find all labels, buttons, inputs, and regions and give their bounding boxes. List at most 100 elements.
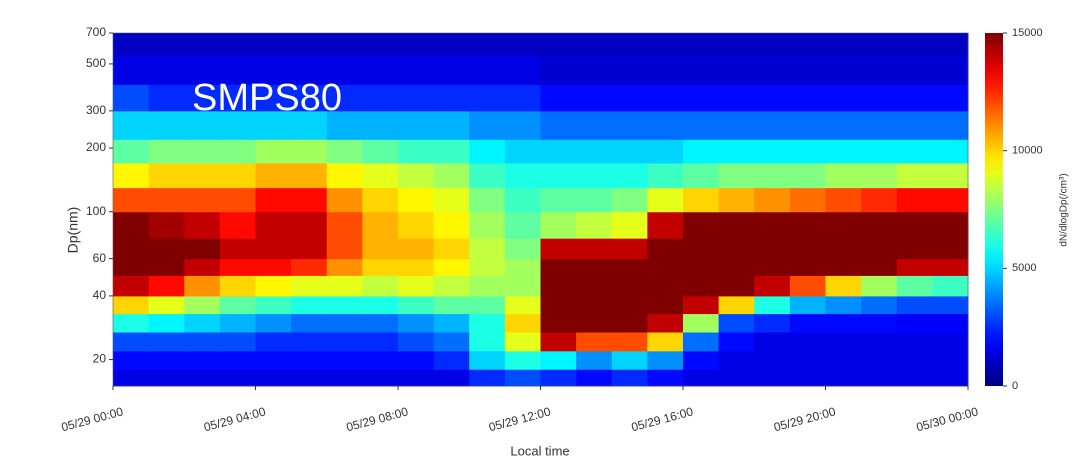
heatmap-cell [362, 84, 399, 112]
heatmap-cell [469, 332, 506, 352]
heatmap-cell [789, 163, 826, 189]
heatmap-cell [219, 33, 256, 56]
heatmap-cell [576, 238, 613, 260]
heatmap-cell [469, 313, 506, 333]
heatmap-cell [184, 139, 221, 164]
heatmap-cell [647, 275, 684, 297]
heatmap-cell [754, 163, 791, 189]
heatmap-cell [184, 258, 221, 276]
heatmap-cell [789, 369, 826, 387]
heatmap-cell [398, 33, 435, 56]
heatmap-cell [647, 139, 684, 164]
heatmap-cell [291, 313, 328, 333]
heatmap-cell [896, 55, 933, 85]
heatmap-cell [896, 332, 933, 352]
heatmap-cell [148, 313, 185, 333]
heatmap-cell [255, 295, 292, 315]
heatmap-cell [789, 187, 826, 213]
heatmap-cell [433, 332, 470, 352]
heatmap-cell [718, 55, 755, 85]
heatmap-cell [576, 295, 613, 315]
heatmap-cell [362, 332, 399, 352]
heatmap-cell [540, 55, 577, 85]
heatmap-cell [148, 187, 185, 213]
x-tick-label: 05/29 20:00 [772, 404, 837, 434]
heatmap-cell [861, 110, 898, 140]
heatmap-cell [433, 84, 470, 112]
heatmap-cell [576, 350, 613, 370]
heatmap-cell [148, 332, 185, 352]
heatmap-cell [718, 369, 755, 387]
heatmap-cell [683, 110, 720, 140]
heatmap-cell [540, 187, 577, 213]
heatmap-cell [433, 258, 470, 276]
heatmap-cell [647, 187, 684, 213]
heatmap-cell [148, 295, 185, 315]
heatmap-cell [754, 295, 791, 315]
heatmap-cell [469, 33, 506, 56]
heatmap-cell [398, 211, 435, 239]
heatmap-cell [326, 313, 363, 333]
x-tick-label: 05/29 12:00 [487, 404, 552, 434]
heatmap-cell [291, 33, 328, 56]
heatmap-cell [861, 163, 898, 189]
heatmap-cell [291, 350, 328, 370]
heatmap-cell [326, 55, 363, 85]
heatmap-cell [861, 84, 898, 112]
heatmap-cell [113, 369, 150, 387]
heatmap-cell [932, 84, 969, 112]
heatmap-cell [326, 84, 363, 112]
x-tick-label: 05/29 08:00 [345, 404, 410, 434]
heatmap-cell [219, 369, 256, 387]
heatmap-cell [861, 350, 898, 370]
heatmap-cell [789, 332, 826, 352]
heatmap-cell [255, 187, 292, 213]
heatmap-cell [113, 295, 150, 315]
heatmap-cell [611, 275, 648, 297]
heatmap-cell [718, 258, 755, 276]
heatmap-cell [113, 211, 150, 239]
heatmap-cell [825, 187, 862, 213]
heatmap-cell [861, 313, 898, 333]
heatmap-cell [647, 55, 684, 85]
heatmap-cell [576, 258, 613, 276]
annotation: SMPS80 [192, 77, 342, 119]
heatmap-cell [255, 275, 292, 297]
heatmap-cell [113, 163, 150, 189]
heatmap-cell [219, 187, 256, 213]
heatmap-cell [932, 55, 969, 85]
heatmap-cell [291, 295, 328, 315]
heatmap-cell [398, 369, 435, 387]
heatmap-cell [896, 238, 933, 260]
heatmap-cell [291, 187, 328, 213]
heatmap-cell [754, 211, 791, 239]
heatmap-cell [540, 275, 577, 297]
heatmap-cell [861, 369, 898, 387]
y-tick-label: 500 [86, 56, 106, 70]
heatmap-cell [255, 211, 292, 239]
heatmap-cell [647, 163, 684, 189]
heatmap-cell [469, 295, 506, 315]
heatmap-cell [469, 369, 506, 387]
heatmap-cell [683, 332, 720, 352]
heatmap-cell [789, 33, 826, 56]
heatmap-cell [683, 211, 720, 239]
heatmap-cell [113, 258, 150, 276]
heatmap-cell [932, 187, 969, 213]
heatmap-cell [754, 258, 791, 276]
heatmap-cell [718, 313, 755, 333]
heatmap-cell [398, 258, 435, 276]
colorbar-tick-label: 10000 [1012, 145, 1043, 157]
heatmap-cell [433, 211, 470, 239]
heatmap-cell [576, 33, 613, 56]
heatmap-cell [184, 295, 221, 315]
heatmap-cell [362, 238, 399, 260]
heatmap-cell [255, 332, 292, 352]
heatmap-cell [326, 275, 363, 297]
heatmap-cell [219, 258, 256, 276]
heatmap-cell [540, 313, 577, 333]
heatmap-cell [184, 84, 221, 112]
heatmap-cell [398, 84, 435, 112]
heatmap-cell [932, 369, 969, 387]
heatmap-cell [754, 139, 791, 164]
